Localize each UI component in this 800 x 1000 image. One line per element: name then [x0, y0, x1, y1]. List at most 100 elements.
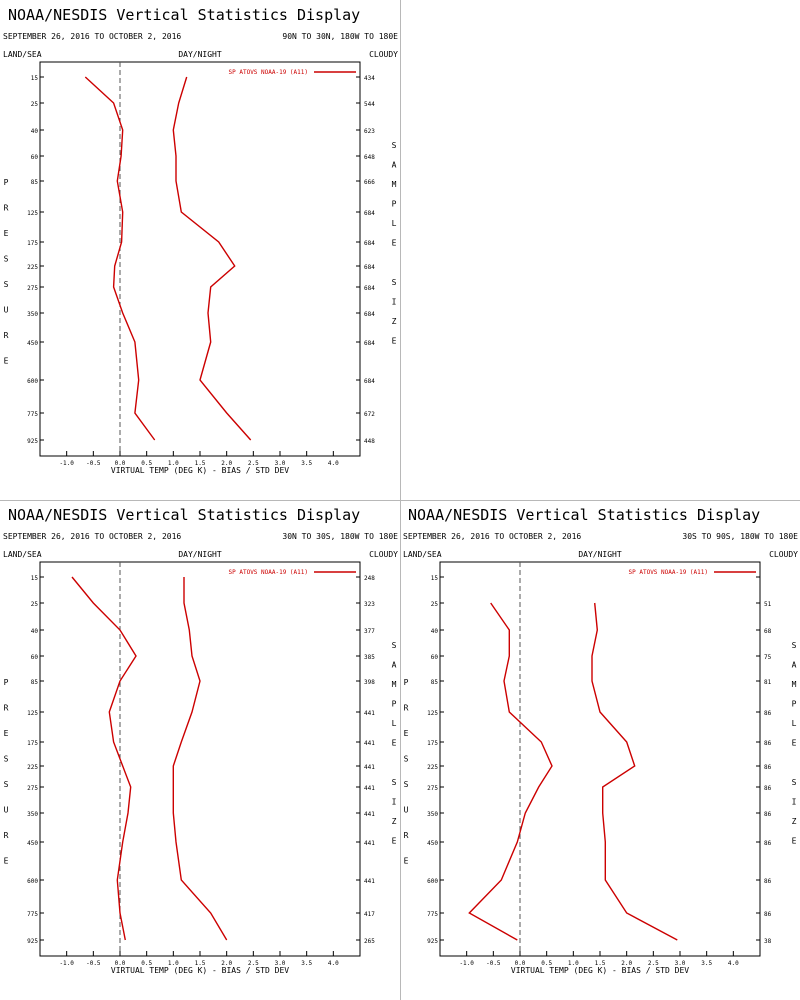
- pressure-level-label: 225: [27, 264, 38, 271]
- pressure-level-label: 600: [27, 878, 38, 885]
- y-axis-letter: R: [4, 331, 9, 340]
- x-tick-label: 2.5: [248, 960, 259, 967]
- sample-size-label: 623: [364, 128, 375, 135]
- sample-axis-letter: I: [792, 798, 797, 807]
- y-axis-letter: P: [4, 678, 9, 687]
- sample-axis-letter: E: [392, 739, 397, 748]
- sample-axis-letter: M: [392, 180, 397, 189]
- x-tick-label: 0.0: [115, 460, 126, 467]
- chart-svg: NOAA/NESDIS Vertical Statistics Display S…: [403, 506, 798, 975]
- pressure-level-label: 60: [431, 654, 439, 661]
- sample-size-label: 684: [364, 285, 375, 292]
- region-label: 30S TO 90S, 180W TO 180E: [682, 532, 798, 541]
- sample-size-label: 544: [364, 101, 375, 108]
- pressure-level-label: 85: [31, 679, 39, 686]
- x-tick-label: 3.0: [275, 460, 286, 467]
- horizontal-divider: [0, 500, 800, 501]
- sample-size-label: 81: [764, 679, 772, 686]
- chart-title: NOAA/NESDIS Vertical Statistics Display: [8, 6, 360, 24]
- sample-axis-letter: S: [792, 641, 797, 650]
- series-line-std-dev: [172, 577, 228, 941]
- pressure-level-label: 775: [427, 911, 438, 918]
- day-night-label: DAY/NIGHT: [178, 550, 222, 559]
- pressure-level-label: 25: [31, 601, 39, 608]
- sample-axis-letter: M: [392, 680, 397, 689]
- x-tick-label: 4.0: [328, 960, 339, 967]
- sample-size-label: 684: [364, 240, 375, 247]
- sample-axis-letter: L: [392, 219, 397, 228]
- day-night-label: DAY/NIGHT: [178, 50, 222, 59]
- sample-size-label: 448: [364, 438, 375, 445]
- sample-axis-letter: E: [792, 739, 797, 748]
- cloudy-label: CLOUDY: [369, 50, 398, 59]
- x-tick-label: 1.5: [195, 960, 206, 967]
- date-range: SEPTEMBER 26, 2016 TO OCTOBER 2, 2016: [3, 32, 181, 41]
- y-axis-letter: E: [404, 729, 409, 738]
- sample-size-axis-label: S A M P L E S I Z E: [792, 641, 797, 846]
- pressure-level-label: 40: [31, 128, 39, 135]
- y-axis-letter: E: [4, 357, 9, 366]
- sample-axis-letter: L: [392, 719, 397, 728]
- pressure-level-label: 350: [427, 811, 438, 818]
- sample-size-label: 377: [364, 628, 375, 635]
- pressure-level-label: 40: [31, 628, 39, 635]
- series-line-bias: [468, 602, 553, 941]
- sample-size-label: 672: [364, 411, 375, 418]
- pressure-level-label: 600: [427, 878, 438, 885]
- x-tick-label: 2.0: [221, 960, 232, 967]
- y-axis-letter: S: [404, 780, 409, 789]
- x-tick-label: 2.0: [621, 960, 632, 967]
- sample-size-label: 684: [364, 264, 375, 271]
- x-tick-label: 1.0: [168, 460, 179, 467]
- x-tick-label: -1.0: [459, 960, 474, 967]
- empty-panel: [400, 0, 800, 500]
- y-axis-letter: S: [4, 255, 9, 264]
- sample-axis-letter: A: [792, 661, 797, 670]
- cloudy-label: CLOUDY: [369, 550, 398, 559]
- sample-size-label: 38: [764, 938, 772, 945]
- sample-axis-letter: A: [392, 661, 397, 670]
- pressure-level-label: 450: [27, 340, 38, 347]
- x-tick-label: -0.5: [86, 460, 101, 467]
- sample-axis-letter: Z: [392, 317, 397, 326]
- cloudy-label: CLOUDY: [769, 550, 798, 559]
- sample-axis-letter: I: [392, 298, 397, 307]
- y-axis-letter: S: [404, 755, 409, 764]
- y-axis-letter: U: [404, 806, 409, 815]
- chart-panel-north: NOAA/NESDIS Vertical Statistics Display S…: [0, 0, 400, 500]
- sample-size-label: 684: [364, 378, 375, 385]
- pressure-level-label: 125: [27, 210, 38, 217]
- sample-axis-letter: E: [392, 239, 397, 248]
- y-axis-letter: U: [4, 806, 9, 815]
- pressure-level-label: 60: [31, 654, 39, 661]
- y-axis-letter: S: [4, 755, 9, 764]
- x-tick-label: 4.0: [328, 460, 339, 467]
- sample-size-label: 398: [364, 679, 375, 686]
- pressure-level-label: 350: [27, 811, 38, 818]
- pressure-level-label: 175: [27, 240, 38, 247]
- y-axis-letter: S: [4, 280, 9, 289]
- land-sea-label: LAND/SEA: [3, 550, 42, 559]
- sample-size-label: 441: [364, 840, 375, 847]
- x-tick-label: 0.0: [115, 960, 126, 967]
- legend-label: SP ATOVS NOAA-19 (A11): [629, 569, 708, 576]
- sample-axis-letter: P: [392, 700, 397, 709]
- pressure-level-label: 600: [27, 378, 38, 385]
- pressure-level-label: 25: [431, 601, 439, 608]
- y-axis-letter: U: [4, 306, 9, 315]
- pressure-level-label: 775: [27, 911, 38, 918]
- pressure-level-label: 40: [431, 628, 439, 635]
- y-axis-letter: R: [4, 704, 9, 713]
- sample-size-axis-label: S A M P L E S I Z E: [392, 641, 397, 846]
- x-tick-label: 0.5: [541, 960, 552, 967]
- region-label: 30N TO 30S, 180W TO 180E: [282, 532, 398, 541]
- sample-size-label: 86: [764, 811, 772, 818]
- sample-size-label: 86: [764, 840, 772, 847]
- sample-size-label: 86: [764, 764, 772, 771]
- x-tick-label: 2.5: [248, 460, 259, 467]
- sample-size-label: 86: [764, 878, 772, 885]
- chart-svg: NOAA/NESDIS Vertical Statistics Display S…: [3, 6, 398, 475]
- sample-axis-letter: S: [392, 141, 397, 150]
- sample-size-label: 441: [364, 740, 375, 747]
- pressure-level-label: 15: [31, 75, 39, 82]
